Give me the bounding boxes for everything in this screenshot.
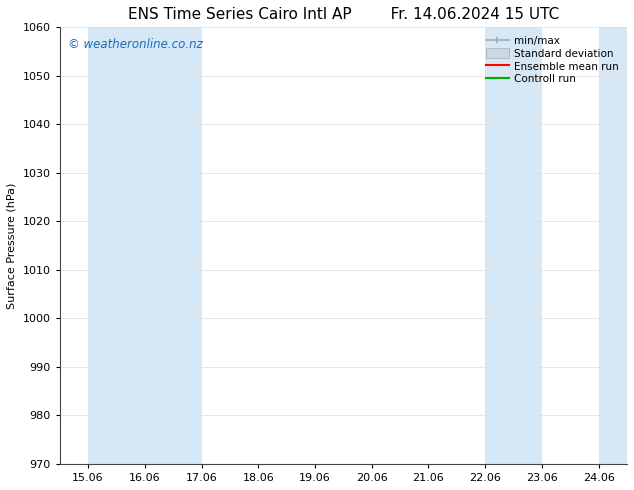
Bar [88, 27, 202, 464]
Text: © weatheronline.co.nz: © weatheronline.co.nz [68, 38, 203, 51]
Legend: min/max, Standard deviation, Ensemble mean run, Controll run: min/max, Standard deviation, Ensemble me… [482, 32, 622, 88]
Bar [598, 27, 634, 464]
Y-axis label: Surface Pressure (hPa): Surface Pressure (hPa) [7, 182, 17, 309]
Title: ENS Time Series Cairo Intl AP        Fr. 14.06.2024 15 UTC: ENS Time Series Cairo Intl AP Fr. 14.06.… [127, 7, 559, 22]
Bar [485, 27, 542, 464]
